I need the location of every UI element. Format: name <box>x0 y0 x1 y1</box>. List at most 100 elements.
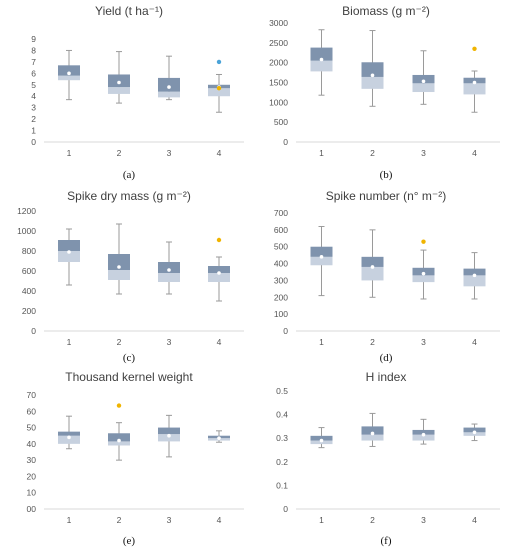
box-upper-quartile <box>463 427 486 433</box>
outlier-point <box>116 403 122 408</box>
y-tick-label: 1000 <box>269 97 288 107</box>
mean-marker <box>370 73 375 78</box>
mean-marker <box>472 273 477 278</box>
x-tick-label: 2 <box>117 515 122 525</box>
panel-d: Spike number (n° m⁻²) 0 100 200 300 400 500 60… <box>274 189 500 364</box>
outlier-point <box>216 86 222 91</box>
box-lower-quartile <box>412 434 435 441</box>
x-tick-label: 2 <box>117 337 122 347</box>
panel-e-title: Thousand kernel weight <box>65 370 193 384</box>
x-tick-label: 3 <box>421 148 426 158</box>
outlier-point <box>216 237 222 243</box>
box-category-1 <box>310 225 333 297</box>
panel-e-label: (e) <box>123 535 136 547</box>
panel-d-title: Spike number (n° m⁻²) <box>326 189 447 203</box>
box-lower-quartile <box>108 270 130 280</box>
y-tick-label: 0.1 <box>276 480 288 490</box>
y-tick-label: 1500 <box>269 78 288 88</box>
panel-b: Biomass (g m⁻²) 0 500 1000 1500 2000 2500 3000… <box>269 4 500 181</box>
box-upper-quartile <box>463 77 486 84</box>
x-tick-label: 4 <box>217 148 222 158</box>
mean-marker <box>217 271 221 275</box>
mean-marker <box>167 268 171 272</box>
panel-c-title: Spike dry mass (g m⁻²) <box>67 189 191 203</box>
y-tick-label: 2000 <box>269 58 288 68</box>
y-tick-label: 1000 <box>17 226 36 236</box>
panel-f: H index 0 0.1 0.2 0.3 0.4 0.5 1 2 3 4 (f) <box>276 370 500 547</box>
x-tick-label: 1 <box>319 515 324 525</box>
y-tick-label: 200 <box>22 306 36 316</box>
panel-b-title: Biomass (g m⁻²) <box>342 4 430 18</box>
outlier-point <box>472 46 477 51</box>
box-category-2 <box>361 30 384 107</box>
box-upper-quartile <box>412 74 435 84</box>
mean-marker <box>370 431 375 436</box>
y-tick-label: 400 <box>22 286 36 296</box>
y-tick-label: 600 <box>274 225 288 235</box>
y-tick-label: 1 <box>31 126 36 136</box>
box-upper-quartile <box>412 267 435 276</box>
y-tick-label: 2 <box>31 114 36 124</box>
x-tick-label: 4 <box>472 148 477 158</box>
box-category-2 <box>108 422 130 461</box>
box-upper-quartile <box>158 262 180 273</box>
box-upper-quartile <box>108 433 130 442</box>
y-tick-label: 6 <box>31 68 36 78</box>
x-tick-label: 2 <box>370 337 375 347</box>
x-tick-label: 3 <box>421 515 426 525</box>
box-lower-quartile <box>108 441 130 446</box>
panel-f-label: (f) <box>381 535 392 547</box>
box-category-3 <box>412 50 435 105</box>
mean-marker <box>67 71 71 76</box>
y-tick-label: 800 <box>22 246 36 256</box>
box-upper-quartile <box>158 427 180 435</box>
outlier-point <box>421 239 426 244</box>
y-tick-label: 500 <box>274 117 288 127</box>
y-tick-label: 4 <box>31 91 36 101</box>
box-upper-quartile <box>463 268 486 276</box>
box-lower-quartile <box>208 88 230 97</box>
y-tick-label: 70 <box>27 390 37 400</box>
x-tick-label: 4 <box>217 515 222 525</box>
box-lower-quartile <box>412 275 435 283</box>
box-lower-quartile <box>108 87 130 94</box>
panel-a-label: (a) <box>123 169 136 181</box>
y-tick-label: 500 <box>274 242 288 252</box>
box-upper-quartile <box>158 77 180 92</box>
y-tick-label: 3000 <box>269 18 288 28</box>
box-lower-quartile <box>158 91 180 98</box>
box-upper-quartile <box>310 47 333 61</box>
box-upper-quartile <box>412 429 435 435</box>
y-tick-label: 300 <box>274 275 288 285</box>
y-tick-label: 10 <box>27 488 37 498</box>
mean-marker <box>472 430 477 435</box>
box-upper-quartile <box>361 62 384 77</box>
box-upper-quartile <box>310 435 333 441</box>
box-upper-quartile <box>361 256 384 267</box>
box-category-1 <box>58 49 80 101</box>
y-tick-label: 60 <box>27 406 37 416</box>
panel-e-plot: 00 10 20 30 40 50 60 70 1 2 3 4 <box>27 390 244 525</box>
box-category-3 <box>412 249 435 300</box>
y-tick-label: 0.3 <box>276 433 288 443</box>
box-category-4 <box>463 423 486 442</box>
y-tick-label: 20 <box>27 471 37 481</box>
box-category-2 <box>108 223 130 295</box>
box-lower-quartile <box>361 434 384 441</box>
box-category-3 <box>158 55 180 101</box>
panel-f-plot: 0 0.1 0.2 0.3 0.4 0.5 1 2 3 4 <box>276 386 500 525</box>
box-category-3 <box>412 418 435 445</box>
box-category-3 <box>158 414 180 458</box>
x-tick-label: 1 <box>67 515 72 525</box>
box-category-2 <box>108 51 130 104</box>
mean-marker <box>167 85 171 89</box>
box-category-2 <box>361 412 384 447</box>
box-lower-quartile <box>463 83 486 95</box>
box-category-1 <box>58 415 80 450</box>
panel-c: Spike dry mass (g m⁻²) 0 200 400 600 800 1000… <box>17 189 244 364</box>
panel-a-title: Yield (t ha⁻¹) <box>95 4 163 18</box>
y-tick-label: 00 <box>27 504 37 514</box>
x-tick-label: 3 <box>167 337 172 347</box>
